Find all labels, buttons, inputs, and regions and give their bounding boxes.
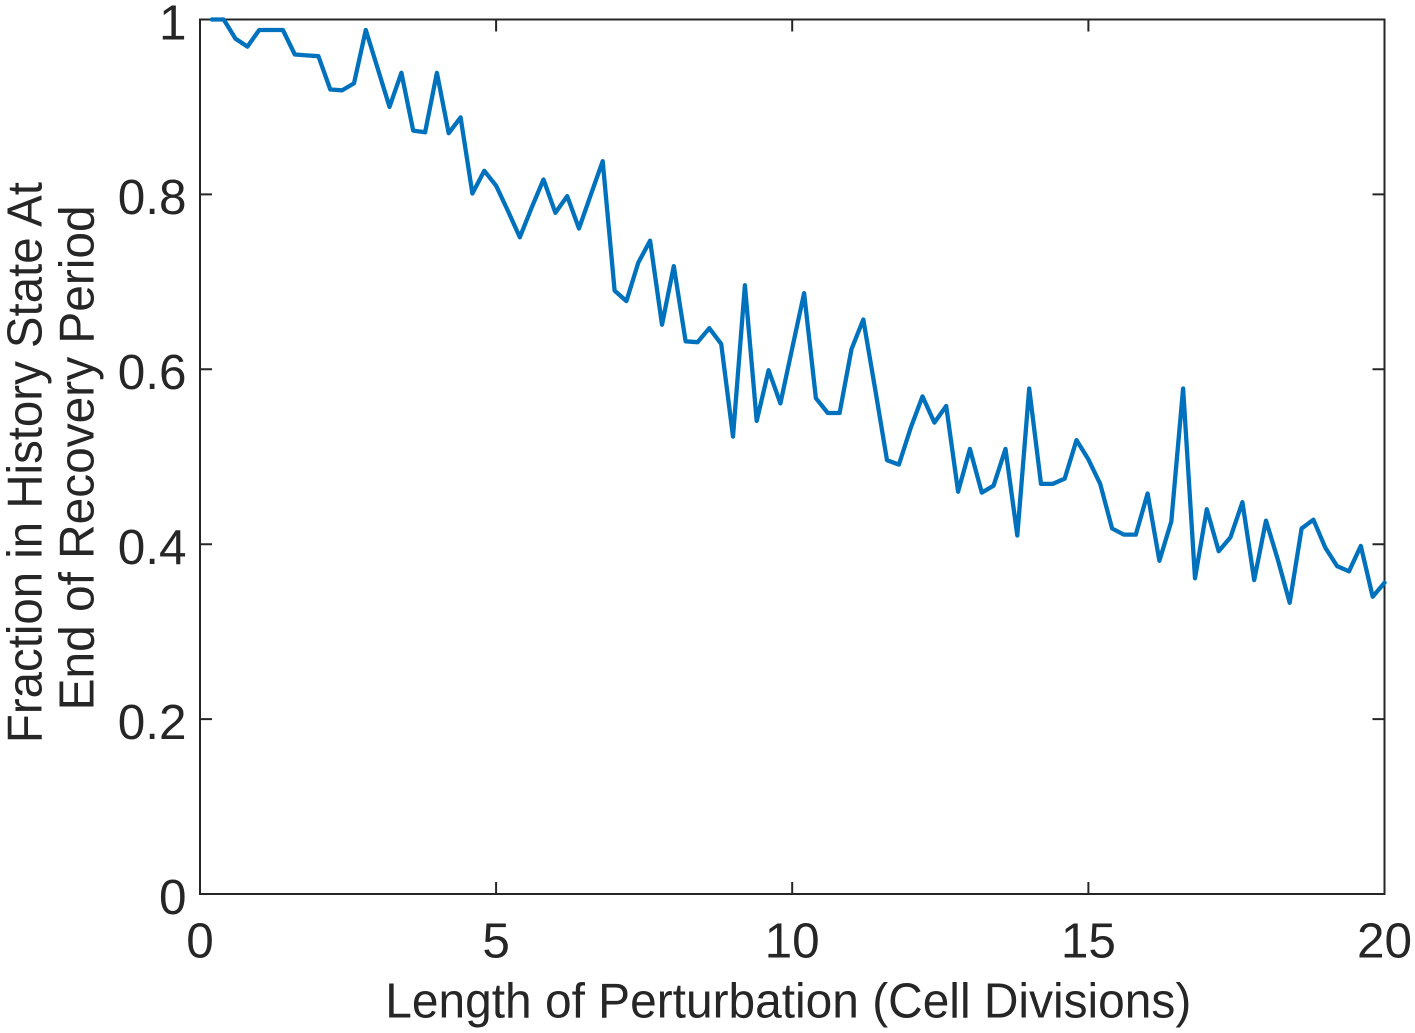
svg-text:Fraction in History State At: Fraction in History State At (0, 182, 52, 743)
svg-text:0.2: 0.2 (118, 695, 187, 750)
svg-text:0: 0 (186, 914, 214, 969)
svg-text:Length of Perturbation (Cell D: Length of Perturbation (Cell Divisions) (385, 974, 1191, 1029)
svg-text:End of Recovery Period: End of Recovery Period (49, 205, 104, 710)
svg-text:0: 0 (159, 870, 187, 925)
svg-text:1: 1 (159, 0, 187, 50)
svg-text:15: 15 (1061, 914, 1116, 969)
svg-text:0.6: 0.6 (118, 345, 187, 400)
svg-text:5: 5 (482, 914, 510, 969)
svg-text:0.4: 0.4 (118, 520, 187, 575)
svg-text:20: 20 (1357, 914, 1412, 969)
svg-text:0.8: 0.8 (118, 170, 187, 225)
svg-text:10: 10 (765, 914, 820, 969)
